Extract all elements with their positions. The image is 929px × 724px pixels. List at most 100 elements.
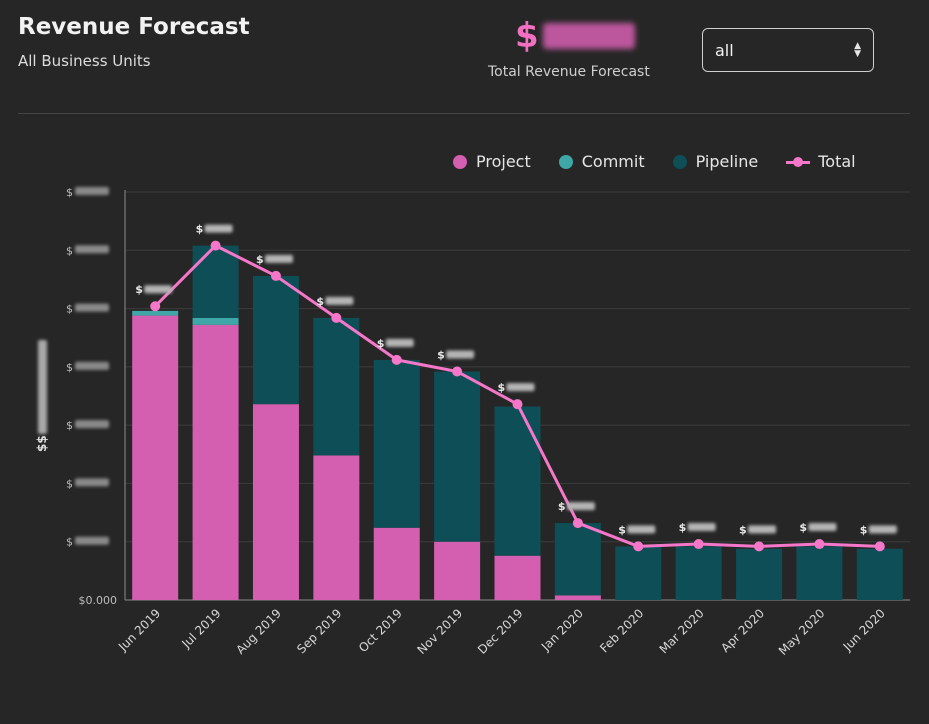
- total-point: [210, 240, 221, 251]
- x-tick-label: Nov 2019: [414, 606, 465, 657]
- bar-pipeline: [554, 523, 601, 596]
- x-tick-label: Jun 2019: [115, 606, 163, 654]
- y-tick-redacted: [75, 361, 109, 370]
- bar-commit: [192, 317, 239, 325]
- y-tick-label: $: [66, 361, 73, 374]
- business-unit-select-value: all: [715, 40, 734, 60]
- total-data-label-redacted: [687, 523, 716, 532]
- x-tick-label: Jan 2020: [538, 606, 586, 654]
- y-axis-title-redacted: [38, 340, 47, 434]
- bar-project: [554, 595, 601, 600]
- total-data-label-redacted: [325, 296, 354, 305]
- kpi-redacted-value: [542, 23, 635, 49]
- bar-pipeline: [615, 546, 662, 600]
- legend-item-commit[interactable]: Commit: [558, 152, 645, 171]
- y-axis-title: $$: [35, 435, 49, 452]
- total-point: [391, 354, 402, 365]
- total-point: [693, 539, 704, 550]
- y-tick-label: $: [66, 477, 73, 490]
- bar-project: [252, 404, 299, 600]
- x-tick-label: Jun 2020: [840, 606, 888, 654]
- legend-commit-swatch: [558, 154, 573, 169]
- business-unit-select[interactable]: all ▲ ▼: [702, 28, 874, 72]
- total-data-label-redacted: [446, 350, 475, 359]
- bar-project: [132, 315, 179, 600]
- total-data-label: $: [437, 349, 445, 362]
- bar-project: [373, 527, 420, 600]
- total-data-label-redacted: [566, 502, 595, 511]
- x-tick-label: Dec 2019: [475, 606, 526, 657]
- chart-legend: Project Commit Pipeline Total: [453, 152, 856, 171]
- kpi-currency-symbol: $: [515, 16, 539, 56]
- total-point: [754, 541, 765, 552]
- legend-item-project[interactable]: Project: [453, 152, 531, 171]
- total-data-label-redacted: [627, 525, 656, 534]
- total-data-label-redacted: [144, 285, 173, 294]
- legend-pipeline-label: Pipeline: [695, 152, 759, 171]
- total-data-label: $: [679, 521, 687, 534]
- bar-commit: [132, 310, 179, 316]
- total-data-label: $: [739, 523, 747, 536]
- total-data-label: $: [135, 283, 143, 296]
- bar-pipeline: [313, 317, 360, 456]
- bar-project: [494, 555, 541, 600]
- total-data-label: $: [498, 381, 506, 394]
- total-point: [452, 366, 463, 377]
- legend-pipeline-swatch: [672, 154, 687, 169]
- total-data-label-redacted: [868, 525, 897, 534]
- legend-project-swatch: [453, 154, 467, 169]
- y-tick-redacted: [75, 478, 109, 487]
- total-point: [572, 518, 583, 529]
- total-point: [270, 270, 281, 281]
- total-point: [633, 541, 644, 552]
- bar-pipeline: [434, 371, 481, 542]
- total-data-label: $: [256, 253, 264, 266]
- page-subtitle: All Business Units: [18, 52, 151, 70]
- bar-pipeline: [796, 546, 843, 600]
- total-point: [150, 301, 161, 312]
- legend-total-label: Total: [818, 152, 856, 171]
- y-tick-label: $: [66, 244, 73, 257]
- y-tick-label: $0.000: [79, 594, 118, 607]
- total-data-label: $: [316, 295, 324, 308]
- x-tick-label: Sep 2019: [294, 606, 344, 656]
- bar-pipeline: [856, 548, 903, 600]
- y-tick-label: $: [66, 186, 73, 199]
- x-tick-label: Mar 2020: [657, 606, 707, 656]
- x-tick-label: Apr 2020: [718, 606, 767, 655]
- y-tick-label: $: [66, 536, 73, 549]
- y-tick-redacted: [75, 303, 109, 312]
- total-revenue-value: $: [515, 16, 635, 56]
- total-data-label: $: [196, 223, 204, 236]
- bar-project: [192, 324, 239, 600]
- total-data-label: $: [618, 523, 626, 536]
- x-tick-label: Jul 2019: [179, 606, 224, 651]
- total-revenue-label: Total Revenue Forecast: [488, 64, 650, 80]
- total-point: [331, 312, 342, 323]
- page-title: Revenue Forecast: [18, 14, 250, 40]
- bar-pipeline: [192, 245, 239, 318]
- total-point: [874, 541, 885, 552]
- bar-pipeline: [675, 546, 722, 600]
- legend-total-swatch: [786, 155, 811, 169]
- x-tick-label: Feb 2020: [597, 606, 646, 655]
- header-divider: [18, 113, 910, 114]
- y-tick-label: $: [66, 419, 73, 432]
- total-data-label-redacted: [748, 525, 777, 534]
- legend-item-pipeline[interactable]: Pipeline: [672, 152, 759, 171]
- y-tick-redacted: [75, 245, 109, 254]
- total-data-label: $: [860, 523, 868, 536]
- x-tick-label: May 2020: [776, 606, 828, 658]
- y-tick-label: $: [66, 303, 73, 316]
- total-data-label: $: [558, 500, 566, 513]
- y-tick-redacted: [75, 536, 109, 545]
- legend-item-total[interactable]: Total: [786, 152, 856, 171]
- bar-project: [434, 541, 481, 600]
- bar-pipeline: [736, 548, 783, 600]
- total-data-label-redacted: [385, 338, 414, 347]
- bar-pipeline: [373, 359, 420, 528]
- x-tick-label: Aug 2019: [233, 606, 284, 657]
- total-data-label-redacted: [264, 254, 293, 263]
- bar-pipeline: [494, 406, 541, 556]
